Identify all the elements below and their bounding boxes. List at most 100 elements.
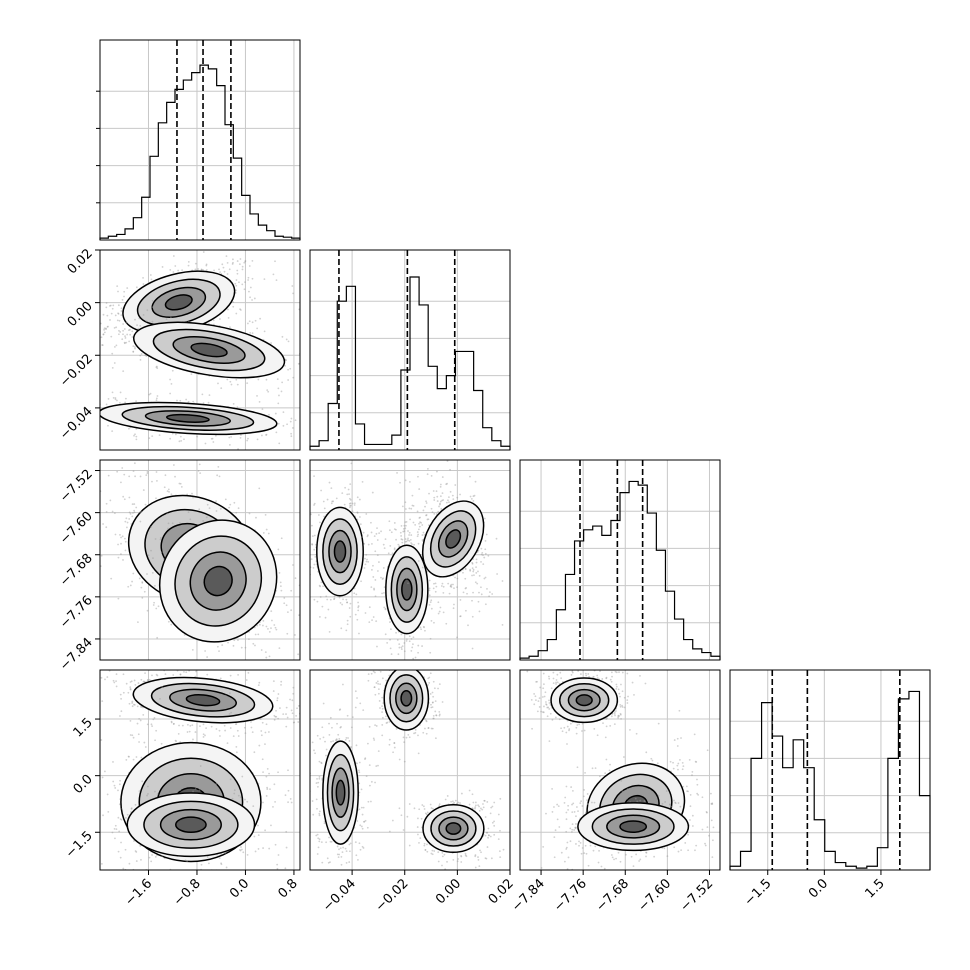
sample-point: [200, 662, 202, 664]
sample-point: [268, 690, 270, 692]
sample-point: [441, 476, 444, 478]
sample-point: [105, 526, 108, 529]
sample-point: [183, 873, 185, 875]
sample-point: [246, 800, 249, 803]
sample-point: [111, 367, 114, 369]
sample-point: [452, 498, 455, 500]
sample-point: [265, 433, 268, 436]
sample-point: [426, 473, 429, 476]
sample-point: [357, 606, 360, 609]
sample-point: [117, 816, 120, 819]
sample-point: [440, 507, 443, 510]
sample-point: [228, 444, 231, 446]
sample-point: [365, 560, 368, 563]
sample-point: [255, 516, 257, 519]
sample-point: [172, 674, 175, 676]
sample-point: [127, 909, 129, 911]
sample-point: [92, 672, 94, 674]
sample-point: [237, 735, 240, 737]
sample-point: [277, 548, 280, 551]
sample-point: [117, 312, 119, 315]
sample-point: [146, 573, 148, 575]
sample-point: [274, 412, 277, 415]
sample-point: [128, 340, 131, 343]
sample-point: [231, 797, 234, 800]
sample-point: [384, 607, 387, 610]
sample-point: [195, 662, 197, 664]
sample-point: [139, 475, 142, 478]
sample-point: [96, 500, 98, 502]
sample-point: [132, 350, 135, 353]
sample-point: [232, 735, 235, 738]
sample-point: [259, 317, 262, 320]
sample-point: [135, 400, 137, 403]
sample-point: [284, 794, 287, 797]
sample-point: [228, 506, 231, 509]
sample-point: [254, 633, 257, 636]
sample-point: [283, 597, 286, 599]
sample-point: [167, 522, 170, 525]
sample-point: [478, 574, 481, 577]
sample-point: [456, 586, 458, 589]
sample-point: [114, 397, 117, 399]
sample-point: [125, 517, 128, 520]
sample-point: [129, 333, 132, 336]
sample-point: [139, 845, 142, 847]
sample-point: [174, 265, 177, 267]
sample-point: [117, 543, 119, 546]
sample-point: [408, 481, 411, 483]
sample-point: [89, 488, 91, 490]
sample-point: [152, 604, 155, 606]
sample-point: [178, 440, 181, 443]
sample-point: [274, 626, 277, 629]
sample-point: [319, 585, 322, 588]
sample-point: [236, 272, 239, 275]
x-tick-label: 0.0: [806, 876, 831, 901]
sample-point: [279, 707, 281, 709]
sample-point: [249, 296, 251, 299]
sample-point: [140, 510, 142, 513]
sample-point: [134, 475, 136, 478]
sample-point: [373, 686, 376, 689]
sample-point: [432, 717, 435, 720]
sample-point: [198, 508, 201, 511]
sample-point: [205, 263, 208, 266]
sample-point: [348, 502, 351, 505]
sample-point: [156, 479, 158, 482]
sample-point: [151, 571, 154, 574]
sample-point: [290, 435, 293, 438]
sample-point: [256, 661, 258, 663]
sample-point: [132, 736, 135, 739]
sample-point: [144, 746, 147, 748]
sample-point: [294, 419, 297, 422]
sample-point: [155, 366, 158, 369]
sample-point: [139, 354, 142, 357]
sample-point: [397, 543, 400, 546]
sample-point: [210, 725, 213, 728]
sample-point: [427, 524, 430, 527]
sample-point: [101, 776, 104, 779]
sample-point: [313, 504, 315, 506]
sample-point: [395, 728, 398, 730]
sample-point: [231, 263, 234, 265]
sample-point: [442, 499, 445, 501]
sample-point: [304, 684, 306, 686]
sample-point: [134, 683, 137, 686]
sample-point: [262, 532, 265, 534]
sample-point: [89, 742, 91, 744]
sample-point: [185, 671, 188, 674]
sample-point: [302, 818, 304, 820]
sample-point: [318, 584, 321, 587]
sample-point: [484, 552, 487, 555]
sample-point: [238, 245, 240, 247]
sample-point: [236, 729, 239, 732]
sample-point: [113, 666, 115, 668]
sample-point: [114, 824, 117, 827]
sample-point: [480, 553, 483, 556]
sample-point: [381, 696, 384, 699]
sample-point: [399, 531, 402, 534]
sample-point: [123, 342, 126, 345]
y-tick-label: −7.76: [57, 593, 96, 632]
sample-point: [131, 515, 134, 518]
sample-point: [327, 608, 330, 611]
